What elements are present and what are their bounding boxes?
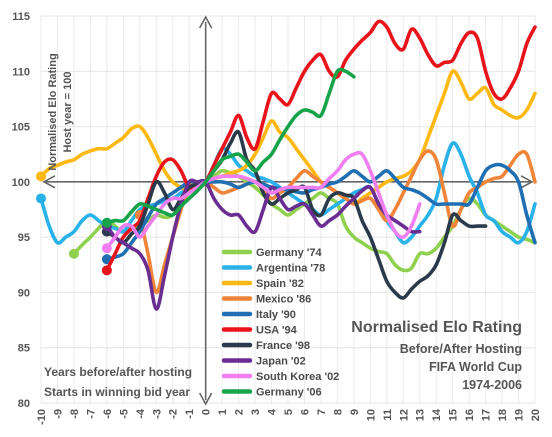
legend-label: Germany '06 (256, 387, 322, 399)
chart-subtitle-line-2: FIFA World Cup (429, 360, 522, 374)
x-tick-label: 12 (398, 409, 410, 421)
x-tick-label: 3 (250, 409, 262, 415)
note-line-1: Years before/after hosting (44, 365, 192, 379)
x-tick-label: -8 (69, 409, 81, 419)
arrow-left-icon (42, 175, 56, 189)
x-tick-label: -4 (135, 408, 147, 419)
x-tick-label: -10 (36, 409, 48, 425)
x-tick-label: 13 (415, 409, 427, 421)
x-tick-label: 15 (448, 409, 460, 421)
x-tick-label: 20 (530, 409, 542, 421)
series-lines (36, 19, 537, 311)
arrow-down-icon (198, 392, 213, 406)
x-tick-label: -1 (184, 409, 196, 419)
legend-label: Spain '82 (256, 278, 304, 290)
x-tick-label: 10 (365, 409, 377, 421)
y-tick-label: 95 (18, 232, 30, 244)
x-tick-label: 2 (234, 409, 246, 415)
legend-label: Japan '02 (256, 356, 306, 368)
series-start-dot-germany-06 (101, 217, 112, 228)
note-line-2: Starts in winning bid year (44, 385, 190, 399)
x-tick-label: 9 (349, 409, 361, 415)
y-axis-title-line-2: Host year = 100 (62, 71, 74, 152)
x-tick-label: 4 (267, 408, 279, 415)
legend-label: Argentina '78 (256, 263, 325, 275)
chart-subtitle-line-3: 1974-2006 (462, 378, 522, 392)
legend-label: USA '94 (256, 325, 298, 337)
x-tick-label: 16 (464, 409, 476, 421)
x-tick-label: 1 (217, 409, 229, 415)
chart-subtitle-line-1: Before/After Hosting (400, 342, 522, 356)
arrow-right-icon (520, 175, 534, 189)
legend-label: South Korea '02 (256, 371, 339, 383)
series-start-dot-germany-74 (68, 248, 79, 259)
series-start-dot-spain-82 (36, 171, 46, 182)
x-tick-label: 19 (514, 409, 526, 421)
x-tick-label: 6 (299, 409, 311, 415)
x-tick-label: 11 (382, 409, 394, 421)
x-axis-note: Years before/after hosting Starts in win… (44, 365, 192, 399)
y-axis-title: Normalised Elo Rating Host year = 100 (47, 53, 74, 170)
series-line-germany-06 (105, 67, 356, 225)
series-line-usa-94 (105, 19, 537, 273)
series-start-dot-usa-94 (101, 265, 112, 276)
x-tick-label: 18 (497, 409, 509, 421)
x-tick-label: -6 (102, 409, 114, 419)
legend: Germany '74 Argentina '78 Spain '82 Mexico … (221, 247, 339, 399)
series-line-france-98 (105, 129, 488, 300)
y-tick-label: 110 (12, 66, 30, 78)
series-line-japan-02 (105, 178, 422, 311)
legend-label: Germany '74 (256, 247, 322, 259)
y-tick-label: 105 (12, 122, 30, 134)
series-line-spain-82 (39, 69, 537, 206)
y-tick-label: 90 (18, 287, 30, 299)
x-tick-label: 0 (201, 409, 213, 415)
x-tick-label: 14 (431, 408, 443, 421)
legend-label: Italy '90 (256, 309, 296, 321)
arrow-up-icon (198, 15, 213, 29)
x-tick-label: -2 (168, 409, 180, 419)
y-tick-label: 100 (12, 177, 30, 189)
x-tick-label: 5 (283, 409, 295, 415)
x-tick-label: -7 (85, 409, 97, 419)
y-tick-label: 115 (12, 11, 30, 23)
y-tick-label: 80 (18, 398, 30, 410)
y-tick-label: 85 (18, 343, 30, 355)
series-start-dot-south-korea-02 (101, 243, 112, 254)
x-tick-label: 17 (481, 409, 493, 421)
x-tick-label: 8 (332, 409, 344, 415)
chart-title: Normalised Elo Rating (351, 319, 522, 336)
x-tick-label: -5 (118, 409, 130, 419)
series-start-dot-argentina-78 (36, 193, 46, 204)
y-axis-title-line-1: Normalised Elo Rating (47, 53, 59, 170)
chart-title-block: Normalised Elo Rating Before/After Hosti… (351, 319, 522, 392)
x-tick-label: -9 (52, 409, 64, 419)
x-tick-label: -3 (151, 409, 163, 419)
legend-label: Mexico '86 (256, 294, 311, 306)
x-tick-label: 7 (316, 409, 328, 415)
legend-label: France '98 (256, 340, 310, 352)
